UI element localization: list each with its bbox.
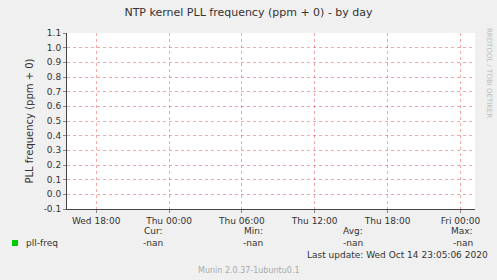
svg-text:Max:: Max: (451, 226, 473, 236)
svg-text:0.5: 0.5 (47, 116, 61, 126)
svg-text:0.2: 0.2 (47, 160, 61, 170)
svg-text:0.1: 0.1 (47, 175, 61, 185)
svg-text:Thu 18:00: Thu 18:00 (364, 216, 411, 226)
svg-text:-nan: -nan (143, 238, 163, 248)
svg-text:-nan: -nan (243, 238, 263, 248)
svg-text:Thu 06:00: Thu 06:00 (218, 216, 265, 226)
svg-text:0.0: 0.0 (47, 189, 62, 199)
svg-text:Last update: Wed Oct 14 23:05:: Last update: Wed Oct 14 23:05:06 2020 (307, 250, 488, 260)
svg-text:0.3: 0.3 (47, 145, 61, 155)
svg-text:RRDTOOL / TOBI OETIKER: RRDTOOL / TOBI OETIKER (485, 28, 493, 118)
svg-text:Fri 00:00: Fri 00:00 (441, 216, 481, 226)
svg-text:Cur:: Cur: (144, 226, 163, 236)
svg-text:pll-freq: pll-freq (26, 238, 58, 248)
svg-text:0.4: 0.4 (47, 131, 62, 141)
svg-text:0.9: 0.9 (47, 57, 62, 67)
svg-text:Avg:: Avg: (343, 226, 363, 236)
svg-text:1.1: 1.1 (47, 28, 61, 38)
svg-text:PLL frequency (ppm + 0): PLL frequency (ppm + 0) (24, 58, 35, 183)
svg-text:Wed 18:00: Wed 18:00 (72, 216, 121, 226)
svg-text:-0.1: -0.1 (44, 204, 62, 214)
svg-text:-nan: -nan (343, 238, 363, 248)
svg-text:1.0: 1.0 (47, 43, 62, 53)
svg-text:Munin 2.0.37-1ubuntu0.1: Munin 2.0.37-1ubuntu0.1 (198, 266, 300, 275)
svg-text:0.7: 0.7 (47, 87, 61, 97)
svg-text:0.6: 0.6 (47, 101, 62, 111)
svg-text:NTP kernel PLL frequency (ppm: NTP kernel PLL frequency (ppm + 0) - by … (124, 6, 373, 19)
svg-text:0.8: 0.8 (47, 72, 62, 82)
svg-text:-nan: -nan (453, 238, 473, 248)
svg-text:Thu 00:00: Thu 00:00 (145, 216, 192, 226)
svg-text:Min:: Min: (244, 226, 263, 236)
svg-text:Thu 12:00: Thu 12:00 (291, 216, 338, 226)
